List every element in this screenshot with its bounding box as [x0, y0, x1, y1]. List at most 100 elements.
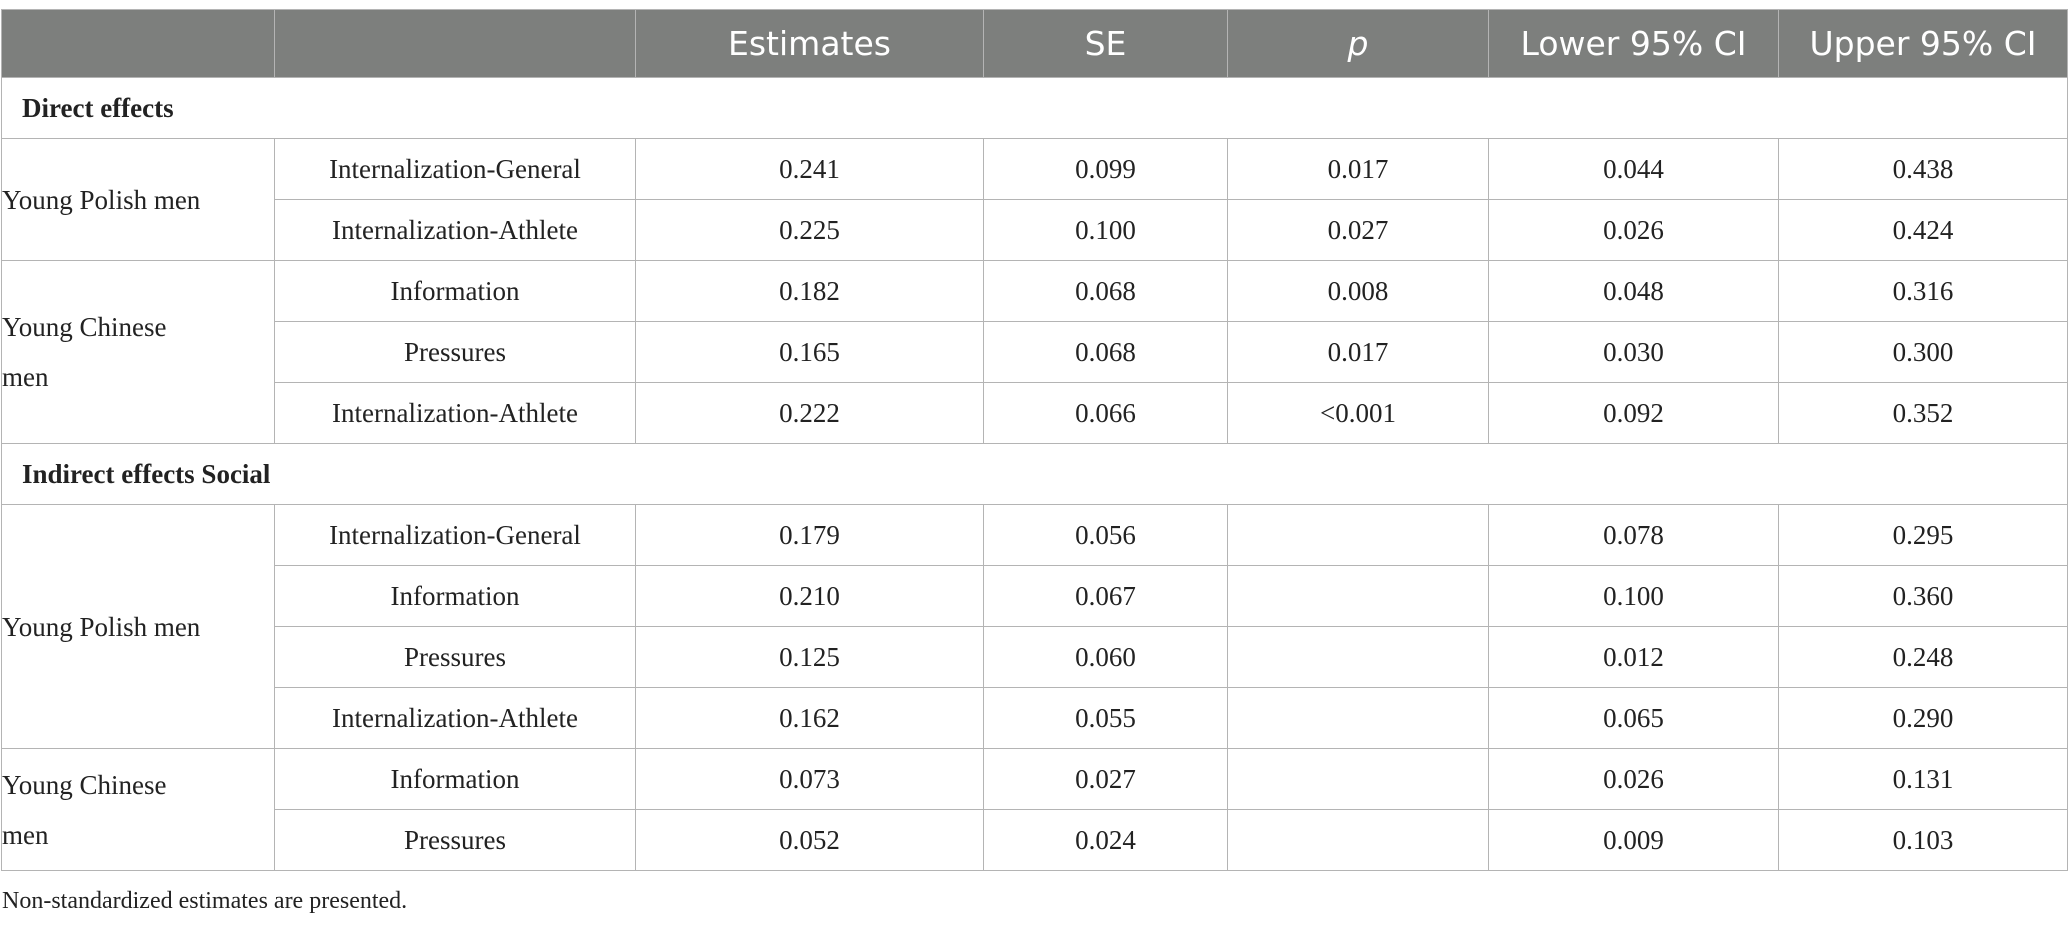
se-cell: 0.060	[983, 626, 1228, 688]
group-label: Young Chinese men	[1, 260, 275, 444]
estimate-cell: 0.073	[635, 748, 984, 810]
lower-ci-cell: 0.078	[1488, 504, 1779, 566]
variable-label: Internalization-General	[274, 138, 636, 200]
p-cell	[1227, 565, 1489, 627]
section-title-direct: Direct effects	[1, 77, 2068, 139]
lower-ci-cell: 0.009	[1488, 809, 1779, 871]
header-se: SE	[983, 9, 1228, 78]
header-estimates: Estimates	[635, 9, 984, 78]
variable-label: Internalization-Athlete	[274, 687, 636, 749]
group-label: Young Polish men	[1, 138, 275, 261]
p-cell	[1227, 626, 1489, 688]
p-cell	[1227, 687, 1489, 749]
p-cell: 0.017	[1227, 138, 1489, 200]
se-cell: 0.099	[983, 138, 1228, 200]
section-row-direct: Direct effects	[1, 77, 2068, 139]
lower-ci-cell: 0.100	[1488, 565, 1779, 627]
p-cell: 0.027	[1227, 199, 1489, 261]
group-label-line: men	[2, 362, 49, 392]
lower-ci-cell: 0.026	[1488, 748, 1779, 810]
header-group	[1, 9, 275, 78]
se-cell: 0.055	[983, 687, 1228, 749]
p-cell	[1227, 748, 1489, 810]
lower-ci-cell: 0.044	[1488, 138, 1779, 200]
table-row: Pressures 0.125 0.060 0.012 0.248	[2, 626, 2068, 688]
se-cell: 0.068	[983, 321, 1228, 383]
lower-ci-cell: 0.012	[1488, 626, 1779, 688]
table-row: Internalization-Athlete 0.162 0.055 0.06…	[2, 687, 2068, 749]
group-label-line: men	[2, 819, 49, 850]
se-cell: 0.027	[983, 748, 1228, 810]
group-label: Young Chinese men	[1, 748, 275, 871]
table-container: Estimates SE p Lower 95% CI Upper 95% CI…	[0, 9, 2068, 871]
lower-ci-cell: 0.092	[1488, 382, 1779, 444]
upper-ci-cell: 0.300	[1778, 321, 2068, 383]
p-cell	[1227, 504, 1489, 566]
upper-ci-cell: 0.316	[1778, 260, 2068, 322]
lower-ci-cell: 0.048	[1488, 260, 1779, 322]
p-cell: 0.008	[1227, 260, 1489, 322]
upper-ci-cell: 0.352	[1778, 382, 2068, 444]
p-cell: <0.001	[1227, 382, 1489, 444]
variable-label: Internalization-Athlete	[274, 382, 636, 444]
lower-ci-cell: 0.030	[1488, 321, 1779, 383]
section-title-indirect: Indirect effects Social	[1, 443, 2068, 505]
estimate-cell: 0.241	[635, 138, 984, 200]
estimate-cell: 0.225	[635, 199, 984, 261]
variable-label: Information	[274, 748, 636, 810]
header-lower-ci: Lower 95% CI	[1488, 9, 1779, 78]
table-row: Internalization-Athlete 0.222 0.066 <0.0…	[2, 382, 2068, 444]
estimate-cell: 0.182	[635, 260, 984, 322]
upper-ci-cell: 0.131	[1778, 748, 2068, 810]
upper-ci-cell: 0.360	[1778, 565, 2068, 627]
table-row: Young Polish men Internalization-General…	[1, 504, 2068, 749]
lower-ci-cell: 0.065	[1488, 687, 1779, 749]
se-cell: 0.067	[983, 565, 1228, 627]
variable-label: Pressures	[274, 321, 636, 383]
lower-ci-cell: 0.026	[1488, 199, 1779, 261]
se-cell: 0.024	[983, 809, 1228, 871]
group-label-line: Young Chinese	[2, 769, 167, 800]
estimate-cell: 0.162	[635, 687, 984, 749]
table-footnote: Non-standardized estimates are presented…	[2, 888, 408, 914]
results-table: Estimates SE p Lower 95% CI Upper 95% CI…	[1, 9, 2068, 871]
p-cell	[1227, 809, 1489, 871]
table-row: Information 0.210 0.067 0.100 0.360	[2, 565, 2068, 627]
upper-ci-cell: 0.424	[1778, 199, 2068, 261]
p-cell: 0.017	[1227, 321, 1489, 383]
estimate-cell: 0.052	[635, 809, 984, 871]
estimate-cell: 0.210	[635, 565, 984, 627]
group-label: Young Polish men	[1, 504, 275, 749]
variable-label: Internalization-General	[274, 504, 636, 566]
estimate-cell: 0.222	[635, 382, 984, 444]
se-cell: 0.066	[983, 382, 1228, 444]
upper-ci-cell: 0.290	[1778, 687, 2068, 749]
table-row: Pressures 0.165 0.068 0.017 0.030 0.300	[2, 321, 2068, 383]
estimate-cell: 0.179	[635, 504, 984, 566]
header-upper-ci: Upper 95% CI	[1778, 9, 2068, 78]
estimate-cell: 0.125	[635, 626, 984, 688]
header-p: p	[1227, 9, 1489, 78]
variable-label: Pressures	[274, 809, 636, 871]
table-row: Young Chinese men Information 0.073 0.02…	[1, 748, 2068, 871]
upper-ci-cell: 0.295	[1778, 504, 2068, 566]
variable-label: Internalization-Athlete	[274, 199, 636, 261]
upper-ci-cell: 0.248	[1778, 626, 2068, 688]
variable-label: Information	[274, 260, 636, 322]
variable-label: Pressures	[274, 626, 636, 688]
section-row-indirect: Indirect effects Social	[1, 443, 2068, 505]
table-row: Pressures 0.052 0.024 0.009 0.103	[2, 809, 2068, 871]
se-cell: 0.100	[983, 199, 1228, 261]
table-row: Young Polish men Internalization-General…	[1, 138, 2068, 261]
estimate-cell: 0.165	[635, 321, 984, 383]
upper-ci-cell: 0.438	[1778, 138, 2068, 200]
header-variable	[274, 9, 636, 78]
table-row: Internalization-Athlete 0.225 0.100 0.02…	[2, 199, 2068, 261]
header-row: Estimates SE p Lower 95% CI Upper 95% CI	[1, 9, 2068, 78]
se-cell: 0.056	[983, 504, 1228, 566]
variable-label: Information	[274, 565, 636, 627]
upper-ci-cell: 0.103	[1778, 809, 2068, 871]
table-row: Young Chinese men Information 0.182 0.06…	[1, 260, 2068, 444]
se-cell: 0.068	[983, 260, 1228, 322]
group-label-line: Young Chinese	[2, 312, 167, 342]
